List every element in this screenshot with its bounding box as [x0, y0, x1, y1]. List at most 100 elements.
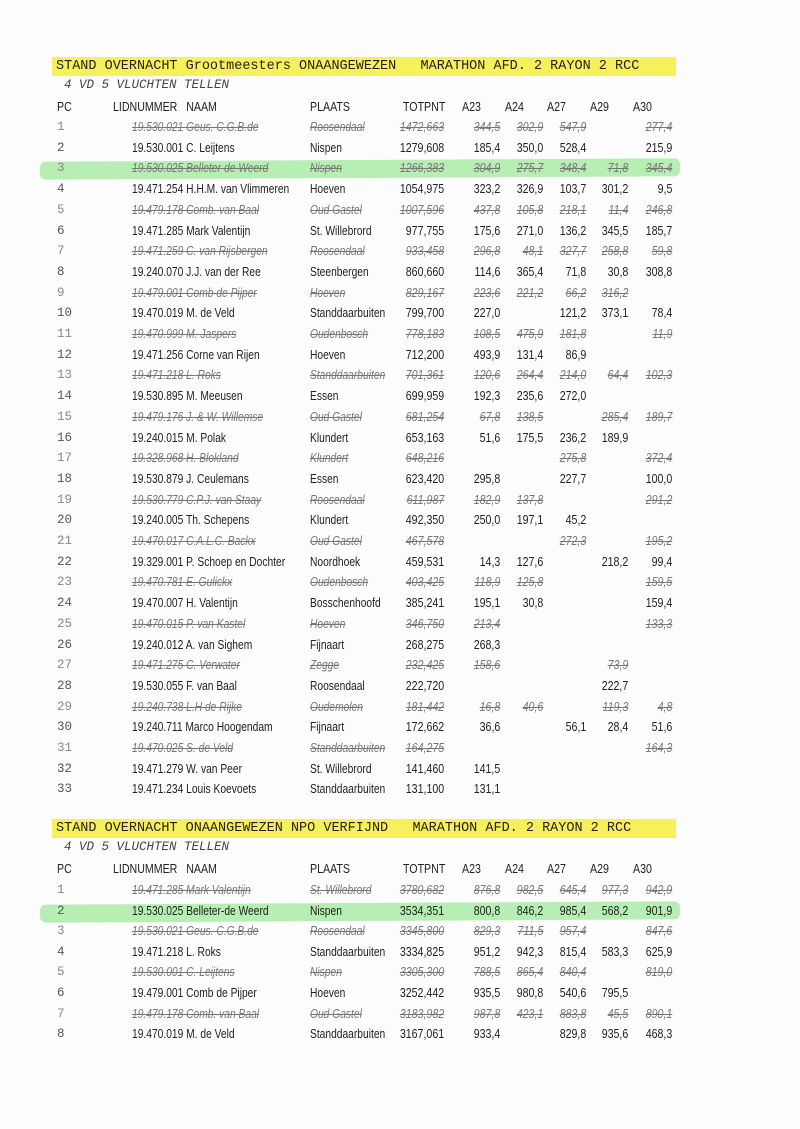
cell-a24: 125,8: [516, 575, 543, 590]
table-row: 33 19.471.234 Louis Koevoets Standdaarbuit…: [0, 780, 800, 800]
cell-a27: 272,3: [559, 534, 586, 548]
cell-member-name: 19.471.285 Mark Valentijn: [132, 883, 251, 897]
cell-a30: 195,2: [645, 534, 672, 548]
table-row: 1 19.471.285 Mark Valentijn St. Willebrord…: [0, 881, 800, 901]
cell-total-points: 403,425: [405, 575, 444, 590]
cell-position: 26: [57, 637, 73, 652]
table-row: 19 19.530.779 C.P.J. van Staay Roosendaal 6…: [0, 491, 800, 511]
cell-member-name: 19.530.025 Belleter-de Weerd: [132, 161, 269, 176]
cell-total-points: 346,750: [405, 616, 444, 631]
table-subtitle: 4 VD 5 VLUCHTEN TELLEN: [64, 78, 230, 92]
cell-a30: 345,4: [645, 161, 672, 176]
cell-a29: 222,7: [601, 678, 628, 693]
cell-a29: 189,9: [601, 430, 628, 445]
cell-a24: 138,5: [516, 409, 543, 424]
cell-position: 2: [57, 140, 65, 155]
cell-total-points: 232,425: [405, 658, 444, 673]
cell-a24: 942,3: [516, 944, 543, 959]
table-row: 9 19.479.001 Comb de Pijper Hoeven 829,167 2…: [0, 284, 800, 304]
cell-place: Standdaarbuiten: [310, 944, 386, 959]
cell-member-name: 19.530.895 M. Meeusen: [132, 389, 243, 404]
cell-a29: 285,4: [601, 409, 628, 424]
cell-a30: 133,3: [645, 616, 672, 631]
column-header-a29: A29: [590, 100, 609, 114]
cell-position: 8: [57, 1027, 65, 1042]
cell-member-name: 19.471.218 L. Roks: [132, 944, 221, 959]
cell-member-name: 19.240.738 L.H de Rijke: [132, 699, 242, 714]
cell-a29: 30,8: [607, 264, 628, 279]
cell-a23: 108,5: [473, 327, 500, 341]
cell-a30: 625,9: [645, 944, 672, 959]
cell-place: Fijnaart: [310, 720, 345, 735]
cell-place: Oudenbosch: [310, 575, 369, 590]
cell-a24: 865,4: [516, 965, 543, 980]
cell-position: 6: [57, 986, 65, 1000]
cell-place: Roosendaal: [310, 678, 365, 693]
cell-a24: 275,7: [516, 161, 543, 176]
cell-member-name: 19.240.711 Marco Hoogendam: [132, 720, 273, 735]
cell-total-points: 611,987: [406, 492, 444, 507]
cell-place: Zegge: [310, 658, 340, 673]
cell-a27: 540,6: [559, 986, 586, 1000]
cell-total-points: 467,578: [405, 534, 444, 548]
cell-total-points: 778,183: [405, 327, 444, 341]
cell-a27: 236,2: [559, 430, 586, 445]
cell-a27: 957,4: [559, 924, 586, 939]
cell-a23: 16,8: [479, 699, 500, 714]
table-row: 3 19.530.021 Geus. C.G.B.de Roosendaal 3345…: [0, 922, 800, 942]
table-row: 13 19.471.218 L. Roks Standdaarbuiten 701,3…: [0, 366, 800, 386]
cell-total-points: 492,350: [405, 513, 444, 528]
cell-a24: 175,5: [516, 430, 543, 445]
cell-a30: 9,5: [657, 182, 672, 197]
column-header-plaats: PLAATS: [310, 100, 350, 114]
table-row: 24 19.470.007 H. Valentijn Bosschenhoofd 38…: [0, 594, 800, 614]
cell-a30: 11,9: [652, 327, 672, 341]
cell-place: Standdaarbuiten: [310, 782, 386, 797]
cell-a27: 45,2: [565, 513, 586, 528]
cell-a27: 815,4: [559, 944, 586, 959]
column-header-totpnt: TOTPNT: [403, 862, 446, 876]
cell-a23: 182,9: [473, 492, 500, 507]
cell-a23: 788,5: [473, 965, 500, 980]
cell-position: 16: [57, 430, 73, 445]
cell-a24: 980,8: [516, 986, 543, 1000]
cell-a23: 876,8: [473, 883, 500, 897]
cell-total-points: 701,361: [405, 368, 444, 383]
cell-a23: 933,4: [473, 1027, 500, 1042]
cell-total-points: 3252,442: [399, 986, 444, 1000]
cell-a27: 214,0: [559, 368, 586, 383]
cell-a24: 131,4: [516, 347, 543, 362]
cell-position: 24: [57, 596, 73, 611]
cell-a24: 40,6: [522, 699, 543, 714]
cell-a24: 48,1: [522, 244, 543, 259]
cell-member-name: 19.470.015 P. van Kastel: [132, 616, 246, 631]
cell-position: 4: [57, 182, 65, 197]
cell-total-points: 131,100: [405, 782, 444, 797]
cell-a24: 475,9: [516, 327, 543, 341]
cell-total-points: 977,755: [405, 223, 444, 238]
cell-position: 25: [57, 616, 73, 631]
cell-position: 32: [57, 761, 73, 776]
cell-total-points: 268,275: [405, 637, 444, 652]
cell-member-name: 19.530.879 J. Ceulemans: [132, 471, 249, 486]
cell-a24: 264,4: [516, 368, 543, 383]
cell-position: 27: [57, 658, 73, 673]
cell-a30: 102,3: [645, 368, 672, 383]
cell-a29: 64,4: [607, 368, 628, 383]
cell-a24: 846,2: [516, 903, 543, 918]
cell-position: 9: [57, 285, 65, 300]
cell-place: Hoeven: [310, 986, 346, 1000]
cell-place: Klundert: [310, 513, 349, 528]
cell-member-name: 19.470.781 E. Gulickx: [132, 575, 233, 590]
cell-a29: 119,3: [602, 699, 628, 714]
cell-a24: 137,8: [516, 492, 543, 507]
cell-position: 5: [57, 965, 65, 980]
cell-total-points: 3167,061: [399, 1027, 444, 1042]
column-header-a27: A27: [547, 862, 566, 876]
cell-total-points: 799,700: [405, 306, 444, 321]
cell-place: Oudemolen: [310, 699, 363, 714]
cell-total-points: 653,163: [405, 430, 444, 445]
cell-a30: 99,4: [651, 554, 672, 569]
cell-a23: 437,8: [473, 202, 500, 217]
